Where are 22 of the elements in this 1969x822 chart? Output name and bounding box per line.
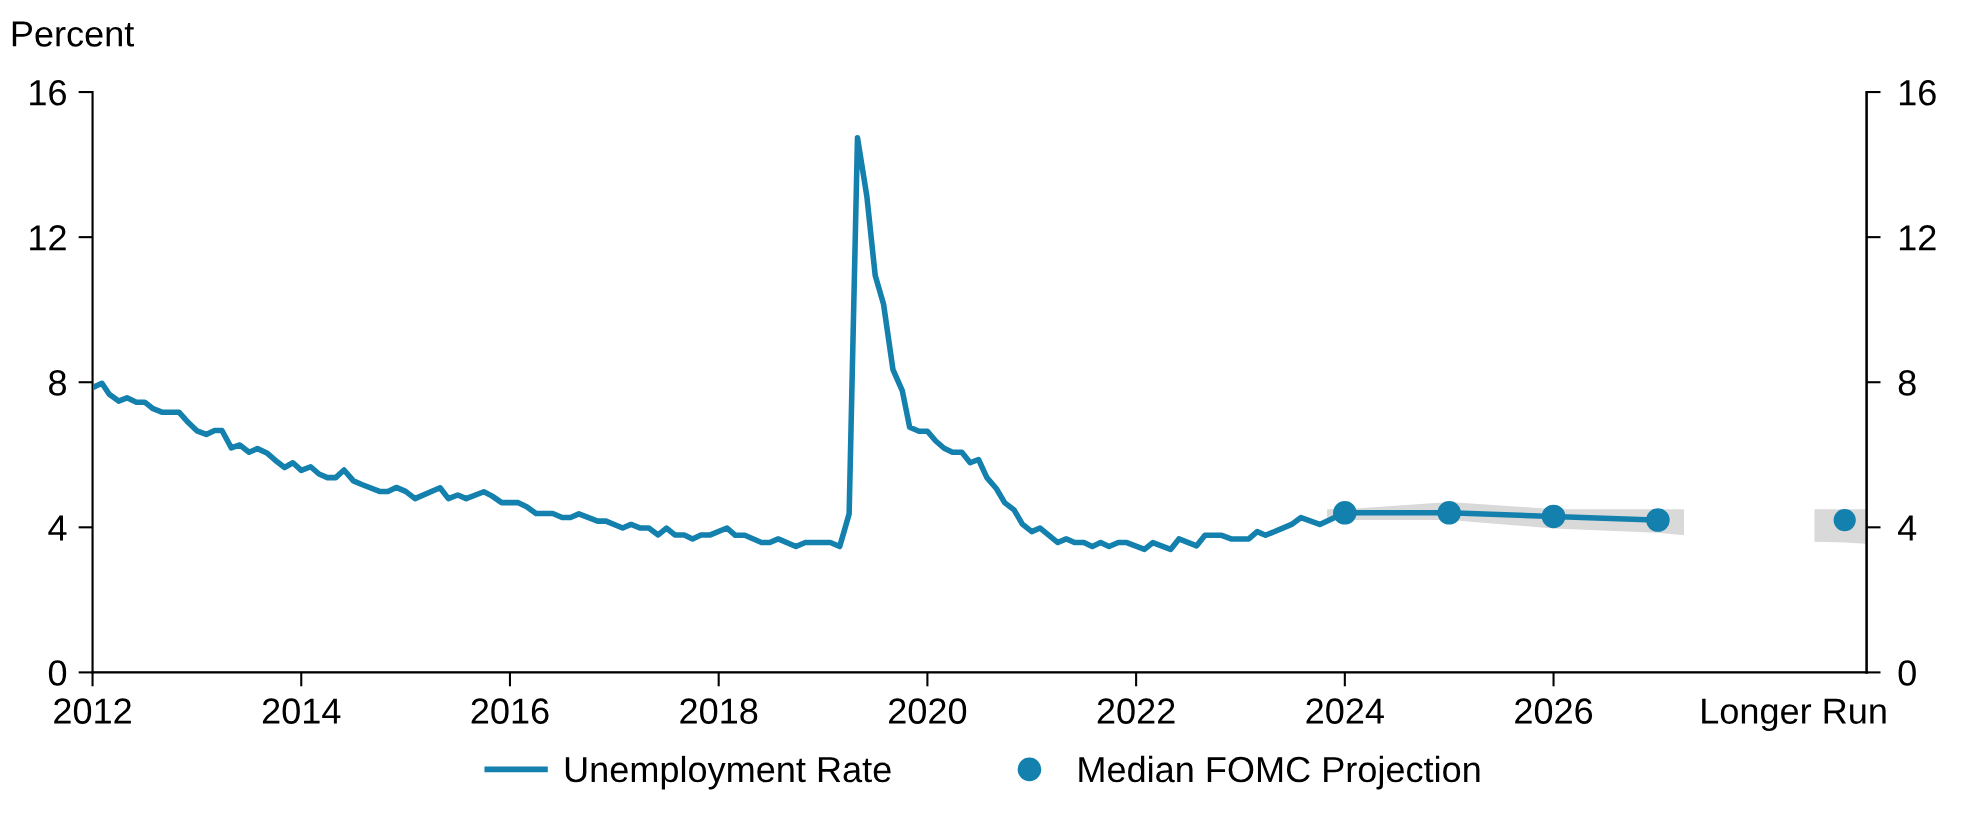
y-tick-label: 4 (48, 515, 67, 541)
x-tick-label: 2016 (471, 698, 549, 724)
y2-tick-label: 0 (1898, 660, 1916, 686)
y2-tick-label: 16 (1899, 79, 1936, 106)
y-tick-label: 16 (30, 79, 66, 106)
x-tick-label: 2020 (889, 698, 967, 724)
y-axis-title: Percent (12, 21, 135, 47)
x-tick-label: Longer Run (1702, 698, 1886, 732)
x-tick-label: 2014 (262, 698, 341, 724)
y2-tick-label: 8 (1898, 370, 1916, 396)
x-tick-label: 2026 (1515, 698, 1593, 724)
x-tick-label: 2024 (1306, 698, 1384, 724)
y-tick-label: 8 (49, 370, 66, 396)
legend-label: Median FOMC Projection (1079, 755, 1480, 790)
y-tick-label: 0 (48, 660, 67, 686)
x-tick-label: 2022 (1097, 698, 1175, 724)
y-tick-label: 12 (30, 225, 66, 251)
y2-tick-label: 4 (1898, 515, 1917, 541)
x-tick-label: 2018 (680, 698, 758, 724)
legend-label: Unemployment Rate (565, 755, 891, 790)
y2-tick-label: 12 (1899, 225, 1936, 251)
x-tick-label: 2012 (54, 698, 131, 724)
